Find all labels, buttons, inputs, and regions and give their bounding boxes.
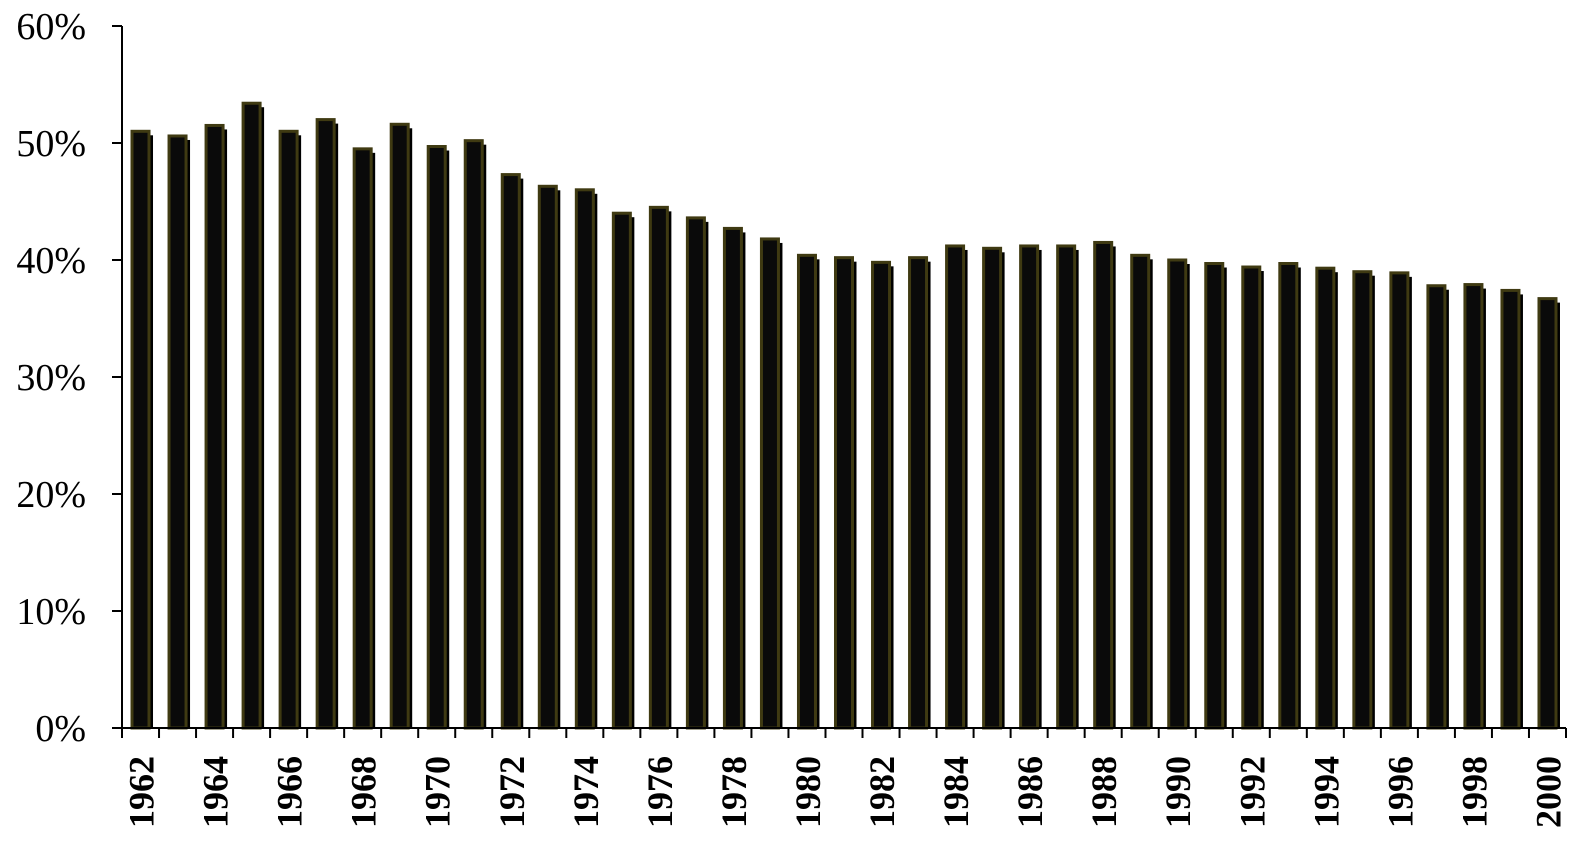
y-tick-label: 60% [16,6,86,48]
x-tick-label: 1982 [862,756,902,828]
y-tick-label: 40% [16,240,86,282]
bar [537,184,558,730]
bar [611,211,632,730]
x-tick-label: 2000 [1528,756,1568,828]
x-tick-label: 1996 [1380,756,1420,828]
bar [1352,270,1373,730]
bar [1130,253,1151,730]
y-tick-label: 30% [16,357,86,399]
bar [1537,297,1558,730]
bar [389,122,410,730]
x-tick-label: 1992 [1232,756,1272,828]
bar [352,147,373,730]
bar [1056,244,1077,730]
bar [130,129,151,730]
x-tick-label: 1968 [344,756,384,828]
bar [500,173,521,730]
bar [722,226,743,730]
bar [1463,283,1484,730]
bar [1315,266,1336,730]
bar [871,260,892,730]
x-tick-label: 1998 [1454,756,1494,828]
bar [834,256,854,730]
bar [426,145,447,730]
x-tick-label: 1972 [492,756,532,828]
x-tick-label: 1966 [270,756,310,828]
x-tick-label: 1976 [640,756,680,828]
bar [908,256,929,730]
bar [982,246,1003,730]
x-tick-label: 1980 [788,756,828,828]
bar [574,188,595,730]
bar [1500,288,1521,730]
bar [241,101,262,730]
y-tick-label: 10% [16,591,86,633]
x-axis: 1962 1964 1966 1968 1970 1972 1974 1976 1978 1980… [121,727,1568,828]
bar [796,253,817,730]
x-tick-label: 1964 [196,756,236,828]
bar [278,129,299,730]
x-tick-label: 1990 [1158,756,1198,828]
bar [1167,258,1188,730]
x-tick-label: 1962 [122,756,162,828]
bar [1093,240,1114,730]
bar [648,205,669,730]
bar [463,139,484,730]
y-tick-label: 0% [35,708,86,750]
y-tick-label: 50% [16,123,86,165]
x-tick-label: 1986 [1010,756,1050,828]
bar [1204,262,1225,730]
bar [945,244,966,730]
bar [167,134,188,730]
bar [1019,244,1040,730]
bar [685,216,706,730]
x-tick-label: 1978 [714,756,754,828]
x-tick-label: 1988 [1084,756,1124,828]
bar [759,237,780,730]
y-axis: 0% 10% 20% 30% 40% 50% 60% [16,6,123,750]
x-tick-label: 1994 [1306,756,1346,828]
x-tick-label: 1970 [418,756,458,828]
bar [204,123,225,730]
x-tick-label: 1974 [566,756,606,828]
bar [1278,262,1299,730]
bar [1241,265,1262,730]
bar [1426,284,1447,730]
x-tick-label: 1984 [936,756,976,828]
bar [1389,271,1410,730]
bar [315,118,336,730]
bars [130,101,1560,730]
y-tick-label: 20% [16,474,86,516]
